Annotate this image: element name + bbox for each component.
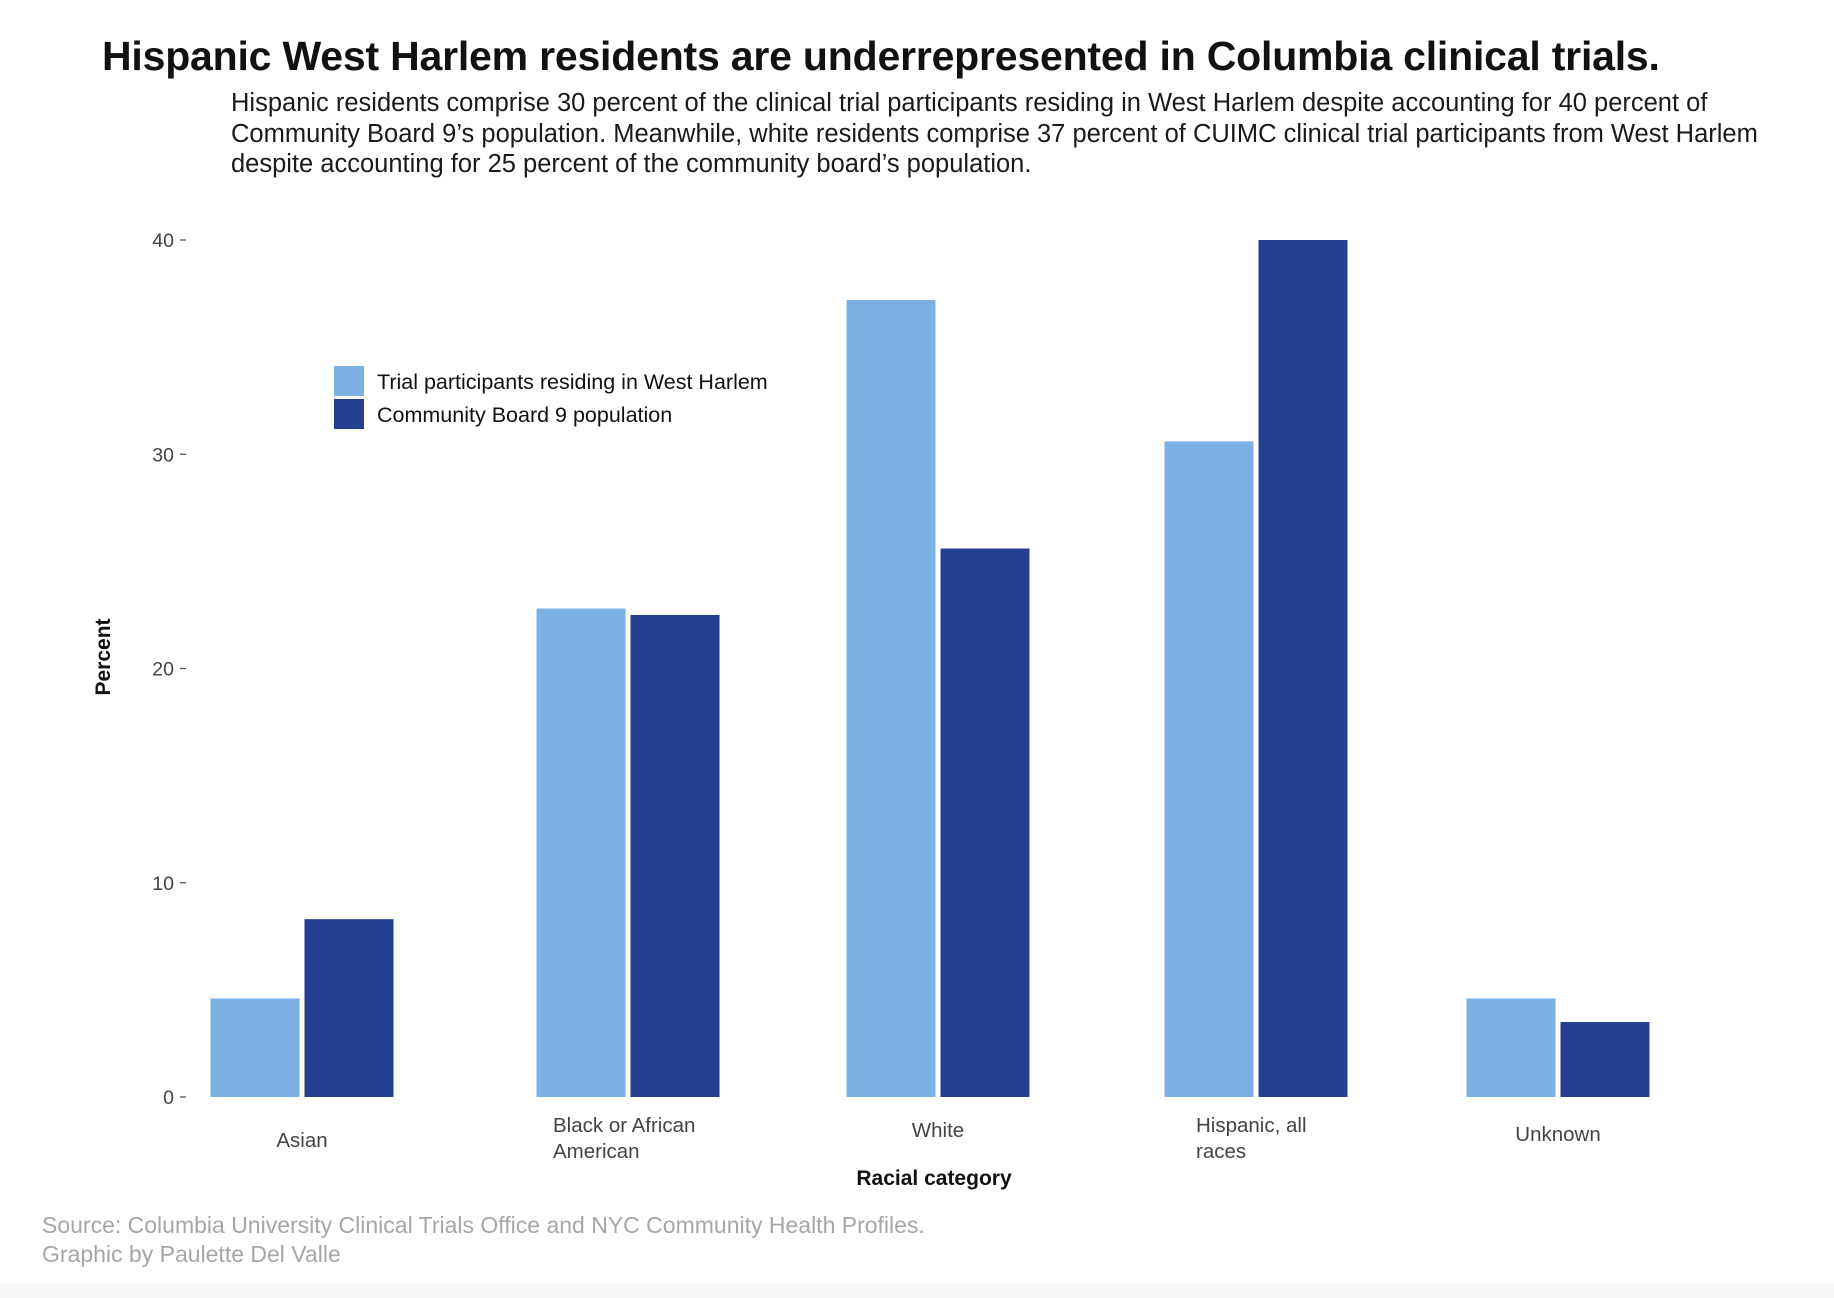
legend-swatch [334,399,364,429]
x-category-label: American [553,1140,640,1163]
source-line: Source: Columbia University Clinical Tri… [42,1212,925,1238]
x-axis-title: Racial category [856,1167,1012,1190]
bar-trial-participants [1466,998,1556,1097]
bar-community-board [630,614,720,1097]
x-category-label: White [912,1119,964,1142]
bar-trial-participants [536,608,626,1097]
legend-swatch [334,366,364,396]
y-tick-label: 30 [152,444,174,466]
footer-band [0,1283,1834,1298]
y-tick-label: 10 [152,873,174,895]
bars [210,240,1650,1097]
y-tick-label: 0 [163,1087,174,1109]
source-note: Source: Columbia University Clinical Tri… [42,1211,925,1269]
bar-community-board [940,548,1030,1097]
x-category-label: Black or African [553,1114,695,1137]
bar-community-board [1258,240,1348,1097]
x-category-label: Hispanic, all [1196,1114,1307,1137]
legend-label: Trial participants residing in West Harl… [377,370,768,394]
x-category-label: Asian [276,1129,327,1152]
x-category-label: Unknown [1515,1123,1600,1146]
bar-trial-participants [210,998,300,1097]
chart-subtitle: Hispanic residents comprise 30 percent o… [231,89,1758,178]
x-axis: Asian Black or African American White Hispan… [276,1114,1600,1163]
legend: Trial participants residing in West Harl… [334,366,768,429]
legend-label: Community Board 9 population [377,403,672,427]
y-tick-label: 40 [152,230,174,252]
bar-chart: 0 10 20 30 40 Asian Black or African American W… [92,230,1650,1190]
chart-title: Hispanic West Harlem residents are under… [102,33,1660,79]
bar-trial-participants [846,299,936,1097]
y-axis-title: Percent [92,618,115,695]
bar-community-board [304,919,394,1097]
credit-line: Graphic by Paulette Del Valle [42,1241,341,1267]
bar-community-board [1560,1022,1650,1097]
y-axis: 0 10 20 30 40 [152,230,186,1109]
bar-trial-participants [1164,441,1254,1097]
x-category-label: races [1196,1140,1246,1163]
y-tick-label: 20 [152,659,174,681]
